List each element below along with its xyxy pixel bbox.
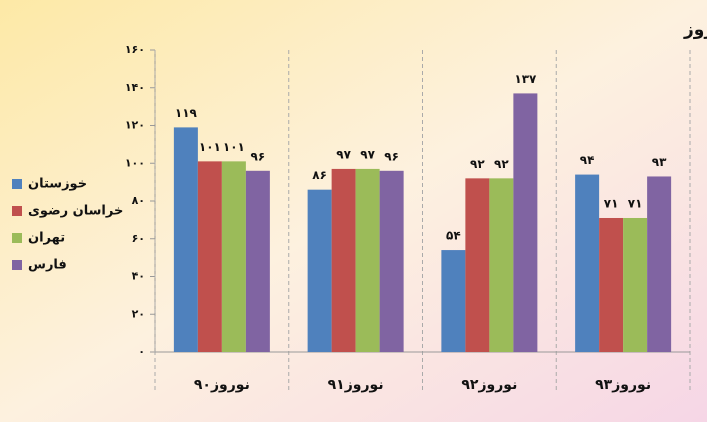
legend-swatch (12, 260, 22, 270)
value-label: ۹۶ (384, 149, 399, 163)
y-tick-label: ۰ (138, 345, 145, 358)
bar (245, 170, 270, 352)
bar (307, 189, 332, 352)
bar (379, 170, 404, 352)
bar (441, 250, 466, 352)
bar (575, 174, 600, 352)
value-label: ۷۱ (604, 196, 619, 210)
y-tick-label: ۸۰ (132, 194, 145, 207)
legend-label: خراسان رضوی (28, 204, 123, 219)
value-label: ۱۰۱ (199, 140, 221, 154)
legend-label: خوزستان (28, 177, 87, 192)
y-tick-label: ۱۶۰ (125, 43, 145, 56)
value-label: ۱۳۷ (514, 72, 537, 86)
y-tick-label: ۱۴۰ (125, 81, 145, 94)
bar (197, 161, 222, 352)
value-label: ۹۴ (580, 153, 595, 167)
bar (221, 161, 246, 352)
bar (465, 178, 490, 352)
bar (355, 168, 380, 352)
x-tick-label: نوروز۹۰ (194, 377, 250, 393)
x-tick-label: نوروز۹۲ (461, 377, 517, 393)
value-label: ۹۳ (652, 155, 667, 169)
legend-swatch (12, 179, 22, 189)
value-label: ۹۷ (360, 147, 375, 161)
y-tick-label: ۴۰ (132, 270, 145, 283)
bar (599, 217, 624, 352)
value-label: ۹۲ (494, 157, 509, 171)
y-tick-label: ۱۰۰ (125, 156, 145, 169)
value-label: ۹۶ (251, 149, 266, 163)
y-tick-label: ۶۰ (132, 232, 145, 245)
value-label: ۱۰۱ (223, 140, 245, 154)
legend-label: تهران (28, 231, 65, 246)
value-label: ۱۱۹ (175, 106, 198, 120)
chart-title: استان‌های دارای بیشترین جانباخته حوادث ت… (683, 20, 707, 40)
y-tick-label: ۱۲۰ (125, 119, 145, 132)
y-tick-label: ۲۰ (132, 307, 145, 320)
x-tick-label: نوروز۹۱ (328, 377, 384, 393)
x-tick-label: نوروز۹۳ (595, 377, 651, 393)
bar (489, 178, 514, 352)
value-label: ۵۴ (446, 229, 461, 243)
bar (173, 127, 198, 352)
bar (623, 217, 648, 352)
legend-swatch (12, 233, 22, 243)
bar (513, 93, 538, 352)
legend-label: فارس (28, 258, 67, 273)
legend-swatch (12, 206, 22, 216)
value-label: ۹۷ (336, 147, 351, 161)
value-label: ۸۶ (312, 168, 327, 182)
bar (331, 168, 356, 352)
value-label: ۹۲ (470, 157, 485, 171)
bar (647, 176, 672, 352)
value-label: ۷۱ (628, 196, 643, 210)
